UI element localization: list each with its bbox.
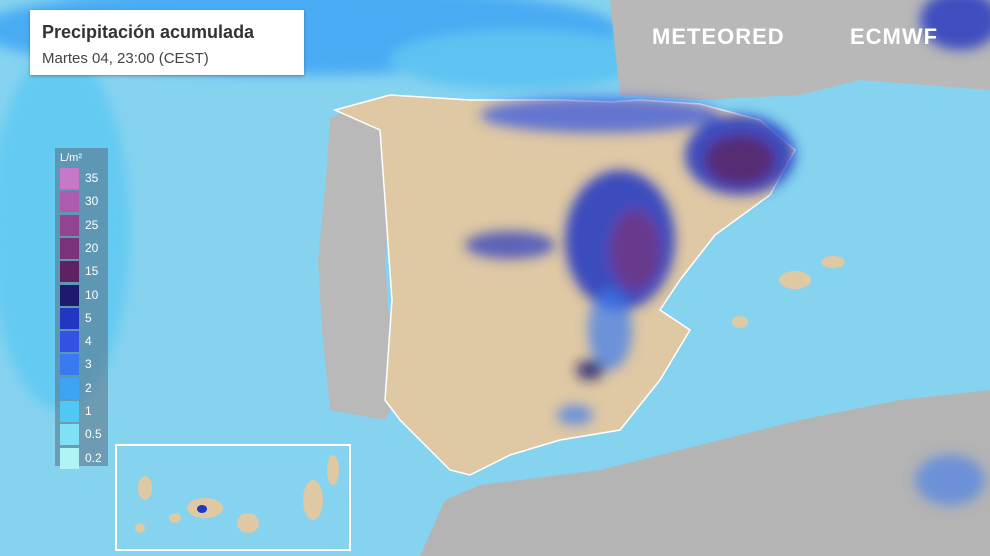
legend-swatch — [60, 377, 79, 399]
land-france — [610, 0, 990, 100]
legend-label: 20 — [85, 240, 99, 255]
legend-swatch — [60, 237, 79, 259]
legend-unit: L/m² — [60, 152, 82, 164]
canary-inset — [115, 444, 351, 551]
legend-label: 5 — [85, 310, 92, 325]
legend-swatch — [60, 424, 79, 446]
legend-label: 3 — [85, 357, 92, 372]
legend-label: 4 — [85, 334, 92, 349]
legend-swatch — [60, 191, 79, 213]
legend-swatch — [60, 447, 79, 469]
legend-label: 1 — [85, 404, 92, 418]
island — [821, 256, 845, 268]
legend: L/m² 35 30 25 20 15 10 5 4 3 2 1 0.5 0.2 — [55, 148, 108, 469]
land-africa — [420, 390, 990, 556]
title-box: Precipitación acumulada Martes 04, 23:00… — [30, 10, 304, 75]
legend-swatch — [60, 214, 79, 236]
legend-label: 30 — [85, 194, 99, 209]
legend-label: 15 — [85, 264, 99, 279]
island — [732, 316, 748, 328]
logo-ecmwf: ECMWF — [850, 24, 939, 49]
legend-swatch — [60, 331, 79, 353]
title: Precipitación acumulada — [42, 22, 255, 42]
legend-swatch — [60, 261, 79, 283]
legend-swatch — [60, 307, 79, 329]
legend-label: 0.5 — [85, 427, 102, 442]
legend-swatch — [60, 284, 79, 306]
subtitle: Martes 04, 23:00 (CEST) — [42, 50, 209, 67]
legend-swatch — [60, 401, 79, 422]
legend-label: 0.2 — [85, 450, 102, 465]
legend-label: 25 — [85, 217, 99, 232]
legend-swatch — [60, 168, 79, 189]
legend-label: 10 — [85, 287, 99, 302]
island — [779, 271, 811, 289]
logo-meteored: METEORED — [652, 24, 785, 49]
land-portugal — [318, 95, 400, 420]
legend-label: 35 — [85, 171, 99, 185]
legend-label: 2 — [85, 380, 92, 395]
legend-swatch — [60, 354, 79, 376]
canary-islands — [135, 455, 339, 533]
